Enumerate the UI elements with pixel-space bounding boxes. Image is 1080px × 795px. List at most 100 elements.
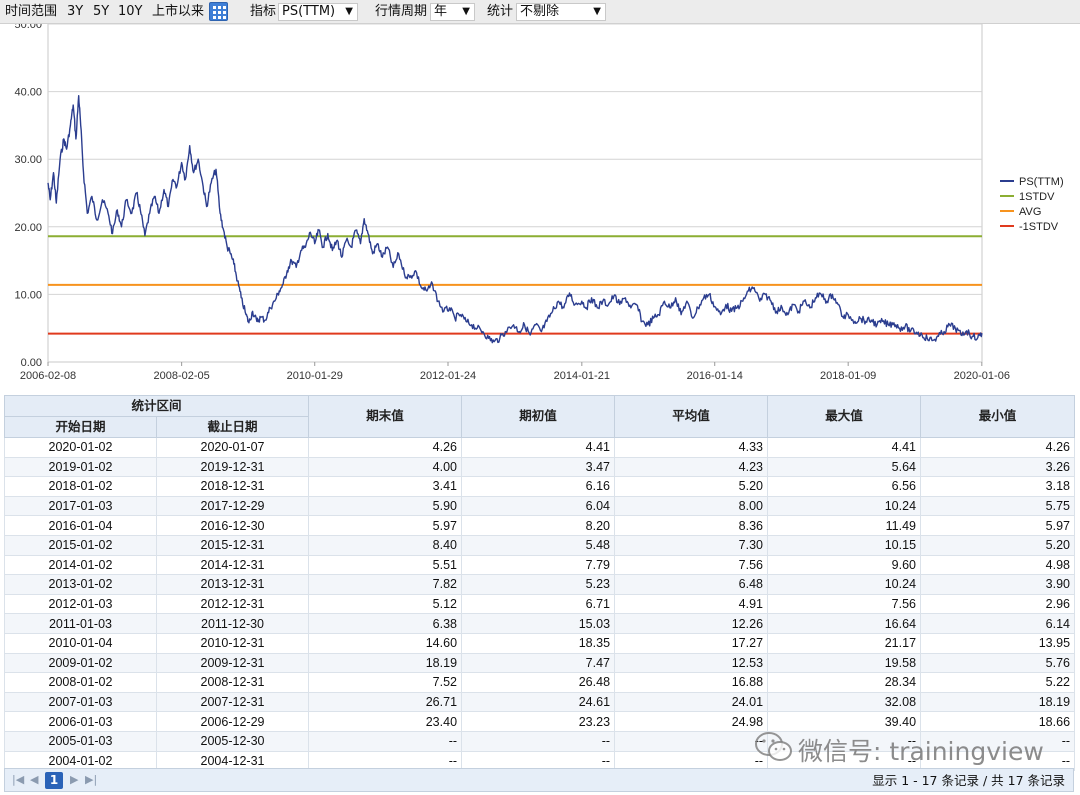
y-tick-label: 0.00	[21, 357, 42, 369]
cell-start-date: 2016-01-04	[4, 515, 157, 536]
col-header-end-date[interactable]: 截止日期	[155, 416, 310, 438]
range-button-5y[interactable]: 5Y	[93, 4, 110, 19]
table-row[interactable]: 2004-01-02 2004-12-31 -- -- -- -- --	[4, 750, 1076, 772]
col-header-average[interactable]: 平均值	[614, 395, 769, 438]
cell-value: 16.64	[767, 613, 922, 634]
cell-value: 18.19	[308, 652, 463, 674]
table-row[interactable]: 2007-01-03 2007-12-31 26.71 24.61 24.01 32.08…	[4, 691, 1076, 713]
last-page-icon[interactable]: ▶|	[85, 773, 98, 786]
table-row[interactable]: 2009-01-02 2009-12-31 18.19 7.47 12.53 19.58 5…	[4, 652, 1076, 674]
indicator-label: 指标	[250, 4, 277, 19]
table-row[interactable]: 2010-01-04 2010-12-31 14.60 18.35 17.27 21.17…	[4, 632, 1076, 654]
cell-value: 6.14	[920, 613, 1076, 634]
table-row[interactable]: 2016-01-04 2016-12-30 5.97 8.20 8.36 11.49 5.9…	[4, 515, 1076, 536]
table-row[interactable]: 2015-01-02 2015-12-31 8.40 5.48 7.30 10.15 5.2…	[4, 534, 1076, 556]
cell-value: --	[920, 750, 1076, 772]
cell-value: 6.16	[461, 476, 616, 497]
cell-value: 24.01	[614, 691, 769, 713]
cell-end-date: 2010-12-31	[155, 632, 310, 654]
legend-label: PS(TTM)	[1019, 176, 1064, 188]
range-button-3y[interactable]: 3Y	[67, 4, 84, 19]
cell-value: 24.98	[614, 711, 769, 732]
col-header-start-value[interactable]: 期初值	[461, 395, 616, 438]
table-row[interactable]: 2019-01-02 2019-12-31 4.00 3.47 4.23 5.64 3.26	[4, 456, 1076, 478]
wechat-logo-icon	[755, 732, 792, 761]
cell-value: 8.40	[308, 534, 463, 556]
cell-end-date: 2008-12-31	[155, 672, 310, 693]
indicator-select-value: PS(TTM)	[282, 4, 336, 19]
cell-value: 18.19	[920, 691, 1076, 713]
table-row[interactable]: 2008-01-02 2008-12-31 7.52 26.48 16.88 28.34 5…	[4, 672, 1076, 693]
cell-value: 9.60	[767, 554, 922, 576]
table-row[interactable]: 2012-01-03 2012-12-31 5.12 6.71 4.91 7.56 2.96	[4, 593, 1076, 615]
cell-value: 5.12	[308, 593, 463, 615]
cell-value: 6.71	[461, 593, 616, 615]
cell-value: 5.23	[461, 574, 616, 595]
cell-value: 3.26	[920, 456, 1076, 478]
stats-table: 统计区间 期末值 期初值 平均值 最大值 最小值 开始日期 截止日期 2020-…	[3, 395, 1076, 772]
cell-value: 32.08	[767, 691, 922, 713]
cell-end-date: 2015-12-31	[155, 534, 310, 556]
cell-value: 8.00	[614, 495, 769, 517]
period-select-value: 年	[434, 4, 448, 19]
cell-value: 6.56	[767, 476, 922, 497]
cell-start-date: 2014-01-02	[4, 554, 157, 576]
x-tick-label: 2016-01-14	[687, 370, 743, 382]
cell-value: 15.03	[461, 613, 616, 634]
cell-value: 3.18	[920, 476, 1076, 497]
cell-value: 4.23	[614, 456, 769, 478]
cell-value: 4.33	[614, 437, 769, 458]
cell-end-date: 2018-12-31	[155, 476, 310, 497]
cell-value: 26.48	[461, 672, 616, 693]
y-tick-label: 40.00	[14, 87, 42, 99]
col-header-max[interactable]: 最大值	[767, 395, 922, 438]
col-header-start-date[interactable]: 开始日期	[4, 416, 157, 438]
cell-start-date: 2006-01-03	[4, 711, 157, 732]
current-page[interactable]: 1	[45, 772, 63, 789]
cell-end-date: 2011-12-30	[155, 613, 310, 634]
stats-select[interactable]: 不剔除 ▼	[516, 3, 606, 21]
calendar-grid-icon[interactable]	[209, 2, 228, 21]
cell-value: 5.48	[461, 534, 616, 556]
col-header-min[interactable]: 最小值	[920, 395, 1076, 438]
table-row[interactable]: 2005-01-03 2005-12-30 -- -- -- -- --	[4, 730, 1076, 752]
indicator-select[interactable]: PS(TTM) ▼	[278, 3, 358, 21]
table-row[interactable]: 2014-01-02 2014-12-31 5.51 7.79 7.56 9.60 4.98	[4, 554, 1076, 576]
prev-page-icon[interactable]: ◀	[30, 773, 39, 786]
cell-value: 3.47	[461, 456, 616, 478]
cell-value: 7.30	[614, 534, 769, 556]
cell-value: 5.97	[308, 515, 463, 536]
table-row[interactable]: 2020-01-02 2020-01-07 4.26 4.41 4.33 4.41 4.26	[4, 437, 1076, 458]
first-page-icon[interactable]: |◀	[12, 773, 25, 786]
table-row[interactable]: 2006-01-03 2006-12-29 23.40 23.23 24.98 39.40…	[4, 711, 1076, 732]
period-select[interactable]: 年 ▼	[430, 3, 475, 21]
table-row[interactable]: 2013-01-02 2013-12-31 7.82 5.23 6.48 10.24 3.9…	[4, 574, 1076, 595]
cell-value: 10.24	[767, 495, 922, 517]
cell-value: 5.22	[920, 672, 1076, 693]
cell-start-date: 2011-01-03	[4, 613, 157, 634]
range-button-10y[interactable]: 10Y	[118, 4, 143, 19]
col-header-end-value[interactable]: 期末值	[308, 395, 463, 438]
table-row[interactable]: 2018-01-02 2018-12-31 3.41 6.16 5.20 6.56 3.18	[4, 476, 1076, 497]
cell-value: 12.26	[614, 613, 769, 634]
cell-value: 14.60	[308, 632, 463, 654]
period-label: 行情周期	[375, 4, 428, 19]
toolbar: 时间范围 3Y 5Y 10Y 上市以来 指标 PS(TTM) ▼ 行情周期 年 …	[0, 0, 1080, 24]
y-tick-label: 30.00	[14, 154, 42, 166]
cell-end-date: 2005-12-30	[155, 730, 310, 752]
cell-end-date: 2009-12-31	[155, 652, 310, 674]
range-button-since-listing[interactable]: 上市以来	[152, 4, 205, 19]
cell-value: 13.95	[920, 632, 1076, 654]
cell-value: --	[308, 750, 463, 772]
table-row[interactable]: 2017-01-03 2017-12-29 5.90 6.04 8.00 10.24 5.7…	[4, 495, 1076, 517]
cell-start-date: 2009-01-02	[4, 652, 157, 674]
cell-value: 7.52	[308, 672, 463, 693]
dropdown-arrow-icon: ▼	[345, 6, 353, 17]
cell-value: 6.04	[461, 495, 616, 517]
cell-start-date: 2008-01-02	[4, 672, 157, 693]
cell-value: 18.66	[920, 711, 1076, 732]
cell-value: 19.58	[767, 652, 922, 674]
next-page-icon[interactable]: ▶	[70, 773, 79, 786]
cell-start-date: 2017-01-03	[4, 495, 157, 517]
table-row[interactable]: 2011-01-03 2011-12-30 6.38 15.03 12.26 16.64 6…	[4, 613, 1076, 634]
